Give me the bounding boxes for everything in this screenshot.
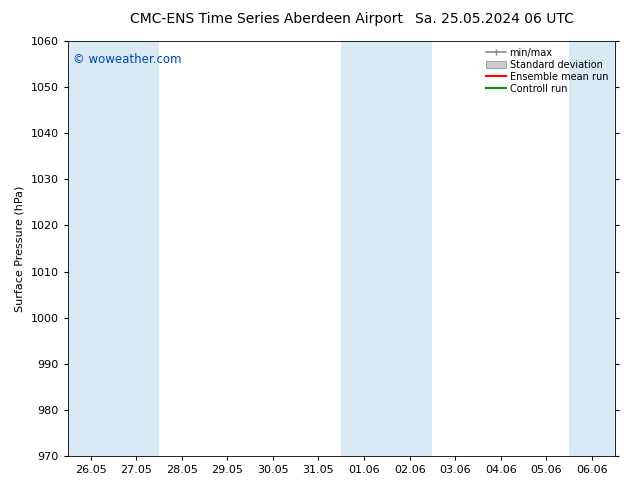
Bar	[68, 41, 113, 456]
Text: © woweather.com: © woweather.com	[73, 53, 182, 67]
Bar	[341, 41, 387, 456]
Bar	[387, 41, 432, 456]
Text: Sa. 25.05.2024 06 UTC: Sa. 25.05.2024 06 UTC	[415, 12, 574, 26]
Legend: min/max, Standard deviation, Ensemble mean run, Controll run: min/max, Standard deviation, Ensemble me…	[484, 46, 610, 96]
Bar	[113, 41, 159, 456]
Y-axis label: Surface Pressure (hPa): Surface Pressure (hPa)	[15, 185, 25, 312]
Text: CMC-ENS Time Series Aberdeen Airport: CMC-ENS Time Series Aberdeen Airport	[130, 12, 403, 26]
Bar	[569, 41, 615, 456]
